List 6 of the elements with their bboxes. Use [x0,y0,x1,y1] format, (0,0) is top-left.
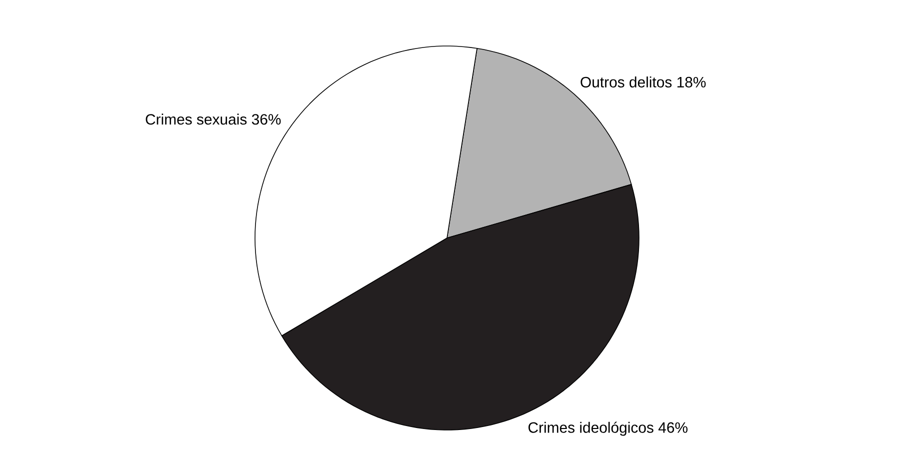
data-label: 36% [252,114,281,125]
slice-label: Crimes sexuais [146,114,247,125]
data-label: 18% [677,76,706,88]
slice-label: Crimes ideológicos [528,422,654,436]
data-label: 46% [658,422,688,433]
slice-label: Outros delitos [580,76,672,88]
